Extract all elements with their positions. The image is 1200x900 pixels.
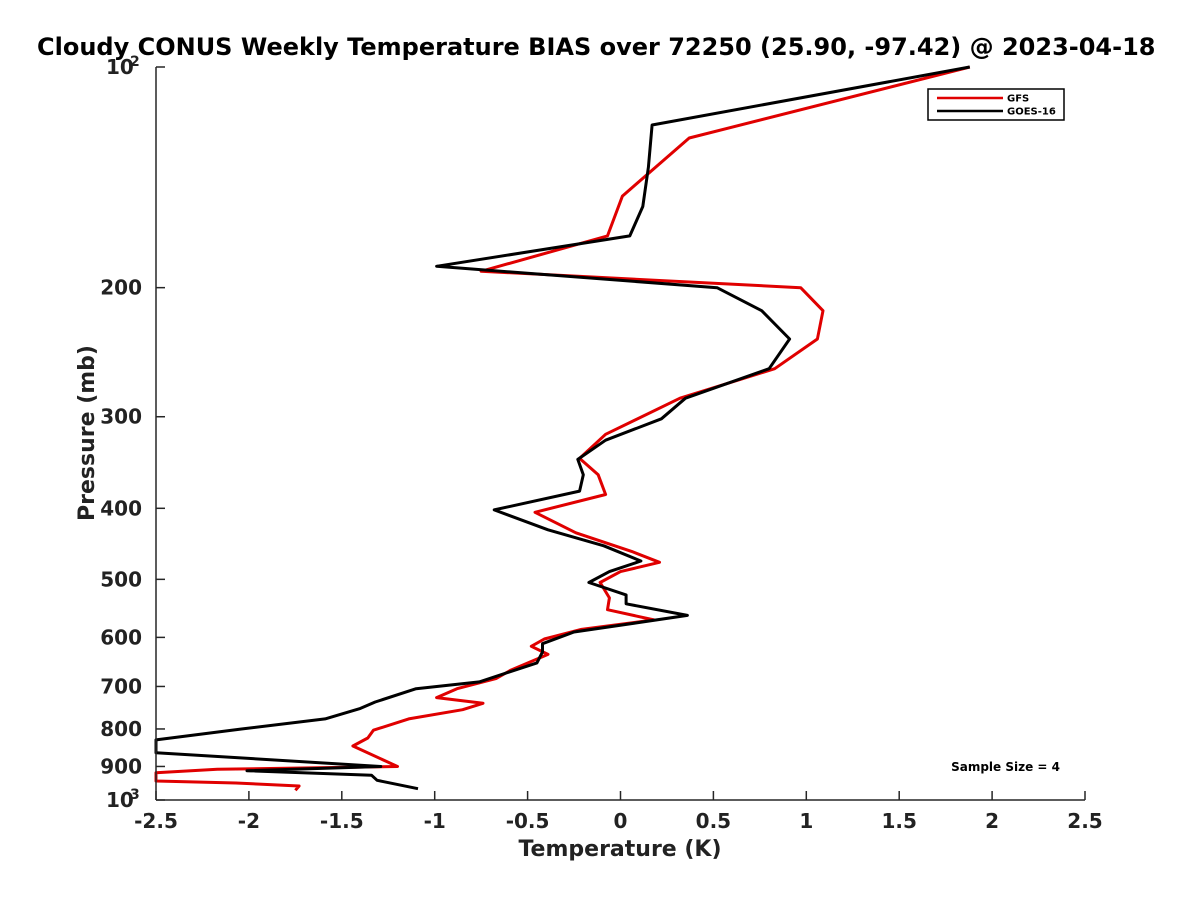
legend: GFS GOES-16 [927, 88, 1065, 121]
series-layer [154, 65, 971, 792]
x-tick-label: 0.5 [696, 809, 731, 833]
x-tick-label: -0.5 [506, 809, 550, 833]
y-tick-exponent: 3 [130, 787, 140, 803]
y-tick-label-power: 102 [106, 54, 140, 79]
y-tick-label: 500 [100, 567, 142, 591]
x-axis-ticks: -2.5 -2 -1.5 -1 -0.5 0 0.5 1 1.5 2 2.5 [134, 791, 1103, 833]
x-tick-label: -1.5 [320, 809, 364, 833]
x-tick-label: 2.5 [1067, 809, 1102, 833]
y-tick-label: 400 [100, 496, 142, 520]
y-tick-label-power: 103 [106, 787, 140, 812]
y-tick-label: 800 [100, 717, 142, 741]
x-tick-label: 2 [985, 809, 999, 833]
series-line-gfs [154, 65, 971, 792]
x-tick-label: -1 [424, 809, 446, 833]
legend-label: GOES-16 [1007, 107, 1056, 118]
series-line-goes-16 [154, 65, 971, 791]
y-axis-label: Pressure (mb) [75, 345, 100, 521]
y-tick-base: 10 [106, 55, 134, 79]
sample-size-annotation: Sample Size = 4 [951, 760, 1060, 774]
y-tick-label: 200 [100, 276, 142, 300]
x-tick-label: -2.5 [134, 809, 178, 833]
x-axis-label: Temperature (K) [518, 837, 721, 862]
x-tick-label: 1 [799, 809, 813, 833]
legend-box [927, 88, 1065, 121]
legend-label: GFS [1007, 94, 1029, 105]
y-tick-base: 10 [106, 788, 134, 812]
y-tick-label: 600 [100, 625, 142, 649]
x-tick-label: 0 [614, 809, 628, 833]
x-tick-label: -2 [238, 809, 260, 833]
plot-area [154, 65, 1085, 801]
x-tick-label: 1.5 [881, 809, 916, 833]
y-tick-label: 700 [100, 674, 142, 698]
y-tick-label: 900 [100, 754, 142, 778]
y-tick-exponent: 2 [130, 54, 140, 70]
chart-title: Cloudy CONUS Weekly Temperature BIAS ove… [37, 33, 1155, 61]
y-tick-label: 300 [100, 405, 142, 429]
